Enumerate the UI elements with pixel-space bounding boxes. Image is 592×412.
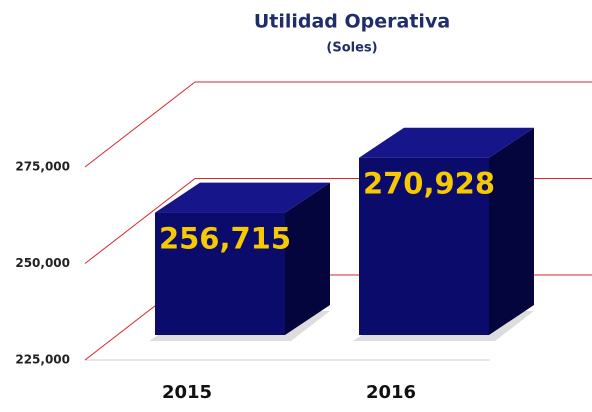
chart-title: Utilidad Operativa bbox=[254, 11, 450, 33]
data-label: 270,928 bbox=[363, 167, 495, 201]
bar-top bbox=[359, 127, 534, 158]
bar bbox=[155, 212, 285, 335]
bar-top bbox=[155, 182, 330, 213]
y-tick-label: 275,000 bbox=[15, 160, 70, 174]
grid-line bbox=[84, 81, 592, 168]
data-label: 256,715 bbox=[159, 222, 291, 256]
bar-side bbox=[489, 127, 534, 335]
bar bbox=[359, 157, 489, 335]
chart-subtitle: (Soles) bbox=[326, 41, 377, 56]
y-tick-label: 225,000 bbox=[15, 353, 70, 367]
x-tick-label: 2016 bbox=[366, 382, 416, 403]
x-tick-label: 2015 bbox=[162, 382, 212, 403]
bar-side bbox=[285, 182, 330, 335]
y-tick-label: 250,000 bbox=[15, 256, 70, 270]
